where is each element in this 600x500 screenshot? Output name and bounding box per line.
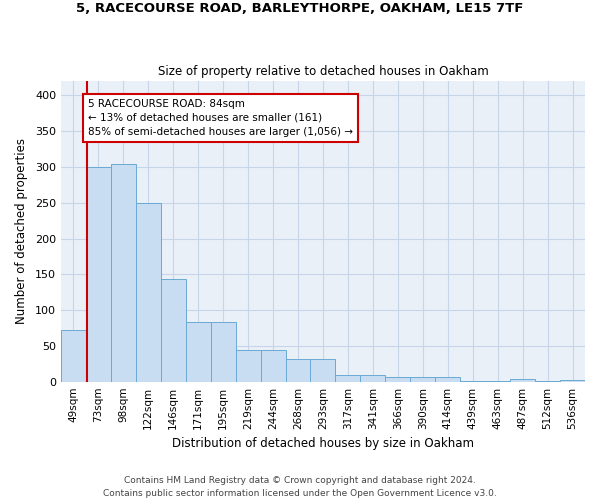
Title: Size of property relative to detached houses in Oakham: Size of property relative to detached ho… — [158, 66, 488, 78]
Bar — [136, 204, 161, 382]
Bar — [385, 378, 410, 382]
Bar — [186, 322, 211, 382]
Bar — [286, 360, 310, 382]
X-axis label: Distribution of detached houses by size in Oakham: Distribution of detached houses by size … — [172, 437, 474, 450]
Bar — [61, 330, 86, 382]
Bar — [510, 379, 535, 382]
Text: 5 RACECOURSE ROAD: 84sqm
← 13% of detached houses are smaller (161)
85% of semi-: 5 RACECOURSE ROAD: 84sqm ← 13% of detach… — [88, 99, 353, 137]
Bar — [361, 375, 385, 382]
Bar — [310, 360, 335, 382]
Bar — [260, 350, 286, 382]
Bar — [211, 322, 236, 382]
Bar — [485, 381, 510, 382]
Bar — [535, 381, 560, 382]
Text: 5, RACECOURSE ROAD, BARLEYTHORPE, OAKHAM, LE15 7TF: 5, RACECOURSE ROAD, BARLEYTHORPE, OAKHAM… — [76, 2, 524, 16]
Bar — [460, 381, 485, 382]
Bar — [161, 278, 186, 382]
Bar — [111, 164, 136, 382]
Bar — [435, 378, 460, 382]
Text: Contains HM Land Registry data © Crown copyright and database right 2024.
Contai: Contains HM Land Registry data © Crown c… — [103, 476, 497, 498]
Y-axis label: Number of detached properties: Number of detached properties — [15, 138, 28, 324]
Bar — [410, 378, 435, 382]
Bar — [560, 380, 585, 382]
Bar — [86, 167, 111, 382]
Bar — [236, 350, 260, 382]
Bar — [335, 375, 361, 382]
